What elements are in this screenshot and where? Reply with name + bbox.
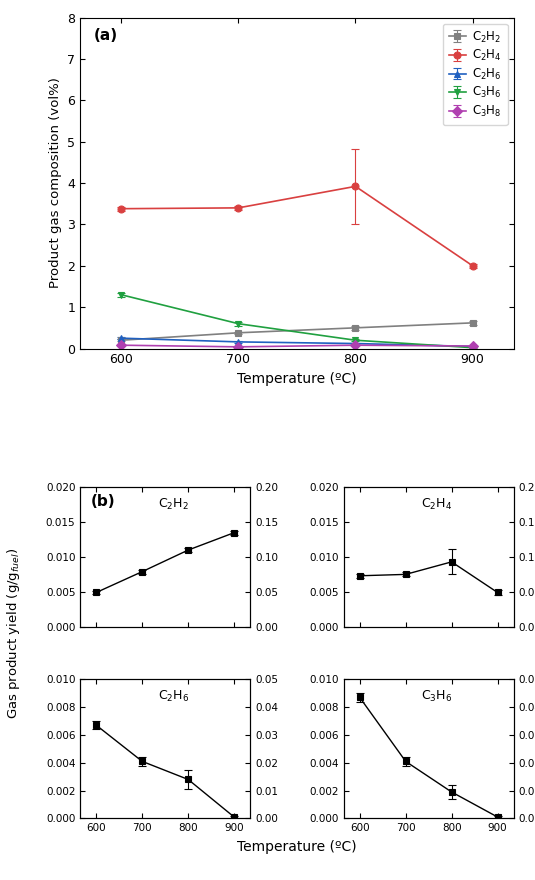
Text: Gas product yield (g/g$_{fuel}$): Gas product yield (g/g$_{fuel}$) xyxy=(5,548,22,719)
Text: C$_2$H$_4$: C$_2$H$_4$ xyxy=(422,497,453,512)
Text: C$_3$H$_6$: C$_3$H$_6$ xyxy=(422,689,453,704)
Legend: C$_2$H$_2$, C$_2$H$_4$, C$_2$H$_6$, C$_3$H$_6$, C$_3$H$_8$: C$_2$H$_2$, C$_2$H$_4$, C$_2$H$_6$, C$_3… xyxy=(442,24,508,125)
Text: C$_2$H$_6$: C$_2$H$_6$ xyxy=(158,689,189,704)
Text: Temperature (ºC): Temperature (ºC) xyxy=(237,840,357,854)
Text: (a): (a) xyxy=(93,27,117,42)
Text: C$_2$H$_2$: C$_2$H$_2$ xyxy=(158,497,189,512)
Y-axis label: Product gas composition (vol%): Product gas composition (vol%) xyxy=(49,77,62,289)
X-axis label: Temperature (ºC): Temperature (ºC) xyxy=(237,372,357,386)
Text: (b): (b) xyxy=(90,495,115,510)
